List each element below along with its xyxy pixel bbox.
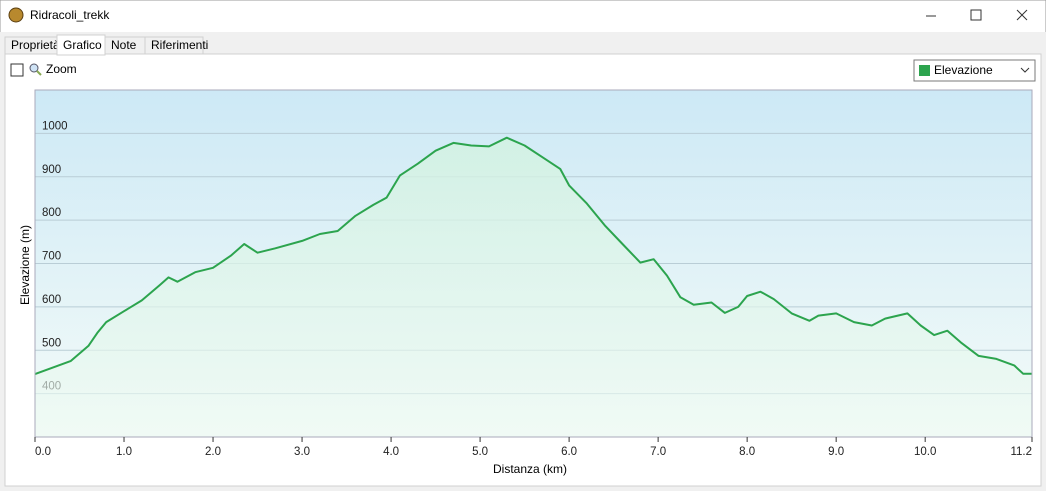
x-tick-label: 6.0 xyxy=(561,446,577,458)
tab-label: Note xyxy=(111,38,137,52)
y-tick-label: 900 xyxy=(42,164,61,176)
x-tick-label: 5.0 xyxy=(472,446,488,458)
x-tick-label: 9.0 xyxy=(828,446,844,458)
dropdown-arrow xyxy=(1020,67,1030,73)
tab-label: Riferimenti xyxy=(151,38,208,52)
window-title: Ridracoli_trekk xyxy=(30,8,110,22)
legend-swatch xyxy=(919,65,930,76)
tab[interactable] xyxy=(144,36,204,55)
x-tick-label: 4.0 xyxy=(383,446,399,458)
x-tick-label: 1.0 xyxy=(116,446,132,458)
x-tick-label: 10.0 xyxy=(914,446,936,458)
elevation-area xyxy=(35,137,1032,437)
app-icon xyxy=(8,7,24,23)
x-axis-title: Distanza (km) xyxy=(493,462,567,476)
legend-label: Elevazione xyxy=(934,63,993,77)
y-tick-label: 700 xyxy=(42,251,61,263)
x-tick-label: 11.2 xyxy=(1010,446,1032,458)
x-tick-label: 3.0 xyxy=(294,446,310,458)
tab-label: Grafico xyxy=(63,38,102,52)
x-tick-label: 8.0 xyxy=(739,446,755,458)
zoom-icon xyxy=(29,63,39,73)
y-tick-label: 500 xyxy=(42,337,61,349)
x-tick-label: 7.0 xyxy=(650,446,666,458)
series-dropdown[interactable] xyxy=(913,59,1036,82)
y-axis-title: Elevazione (m) xyxy=(18,225,32,305)
zoom-checkbox[interactable] xyxy=(10,63,24,77)
zoom-label: Zoom xyxy=(46,62,77,76)
y-tick-label: 600 xyxy=(42,294,61,306)
x-tick-label: 2.0 xyxy=(205,446,221,458)
zoom-icon-handle xyxy=(36,70,42,76)
x-tick-label: 0.0 xyxy=(35,446,51,458)
y-tick-label: 1000 xyxy=(42,120,68,132)
tab-label: Proprietà xyxy=(11,38,60,52)
elevation-line xyxy=(34,136,1032,376)
close-button[interactable] xyxy=(1016,9,1028,21)
maximize-button[interactable] xyxy=(970,9,982,21)
y-tick-label: 800 xyxy=(42,207,61,219)
plot-border xyxy=(34,89,1033,438)
